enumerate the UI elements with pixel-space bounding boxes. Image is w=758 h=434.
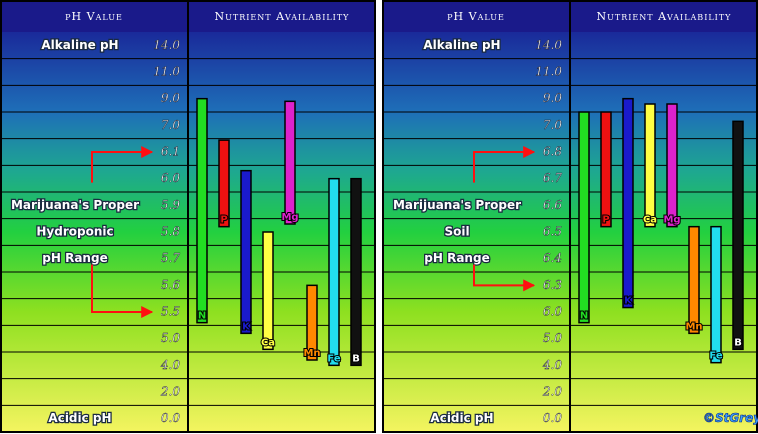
ph-label: 5.8 [161, 225, 180, 239]
header-right: Nutrient Availability [215, 10, 350, 23]
ph-label: 6.7 [543, 171, 562, 185]
nutrient-label: Mg [281, 212, 298, 223]
range-note: Marijuana's Proper [11, 198, 139, 212]
ph-label: 0.0 [161, 411, 180, 425]
range-arrow [91, 146, 154, 183]
ph-label: 6.5 [543, 225, 562, 239]
ph-label: 0.0 [543, 411, 562, 425]
ph-label: 5.9 [161, 198, 180, 212]
nutrient-label: B [352, 353, 360, 364]
nutrient-label: N [580, 311, 588, 322]
panel-border [0, 0, 376, 433]
nutrient-bar [284, 100, 296, 225]
ph-label: 11.0 [153, 65, 180, 79]
nutrient-label: N [198, 311, 206, 322]
nutrient-bar [350, 177, 362, 367]
range-note: pH Range [42, 251, 107, 265]
top-label: Alkaline pH [41, 38, 118, 52]
ph-label: 2.0 [542, 385, 562, 399]
ph-label: 11.0 [535, 65, 562, 79]
nutrient-bar [732, 120, 744, 351]
nutrient-bar [218, 139, 230, 228]
nutrient-label: K [242, 321, 251, 332]
panel-border [382, 0, 758, 433]
nutrient-label: Fe [709, 351, 722, 362]
nutrient-bar [666, 103, 678, 228]
nutrient-label: B [734, 337, 742, 348]
ph-label: 9.0 [161, 91, 180, 105]
ph-label: 5.7 [161, 251, 180, 265]
bottom-label: Acidic pH [48, 411, 111, 425]
range-arrow [473, 146, 536, 183]
nutrient-bar [262, 231, 274, 351]
ph-label: 4.0 [160, 358, 180, 372]
nutrient-label: Mn [685, 321, 702, 332]
top-label: Alkaline pH [423, 38, 500, 52]
ph-label: 5.0 [161, 331, 180, 345]
ph-label: 7.0 [543, 118, 562, 132]
nutrient-label: Ca [261, 337, 275, 348]
nutrient-label: K [624, 296, 633, 307]
ph-label: 4.0 [542, 358, 562, 372]
ph-label: 14.0 [535, 38, 562, 52]
range-note: pH Range [424, 251, 489, 265]
ph-label: 5.0 [543, 331, 562, 345]
ph-label: 6.0 [161, 171, 180, 185]
header-left: pH Value [447, 10, 505, 23]
ph-label: 6.6 [543, 198, 562, 212]
nutrient-label: Mn [303, 348, 320, 359]
nutrient-bar [240, 169, 252, 335]
ph-label: 6.0 [543, 305, 562, 319]
nutrient-label: Fe [327, 353, 340, 364]
range-arrow [473, 264, 536, 292]
signature: ©StGrey [703, 411, 758, 425]
nutrient-bar [196, 97, 208, 324]
nutrient-bar [622, 97, 634, 309]
nutrient-label: P [220, 215, 227, 226]
nutrient-bar [644, 103, 656, 228]
ph-label: 6.4 [543, 251, 562, 265]
nutrient-label: P [602, 215, 609, 226]
header-right: Nutrient Availability [597, 10, 732, 23]
range-note: Hydroponic [36, 225, 113, 239]
nutrient-bar [328, 177, 340, 367]
ph-label: 2.0 [160, 385, 180, 399]
ph-label: 14.0 [153, 38, 180, 52]
ph-label: 6.3 [543, 278, 562, 292]
range-note: Soil [444, 225, 469, 239]
ph-label: 6.8 [543, 145, 562, 159]
ph-label: 6.1 [161, 145, 180, 159]
nutrient-bar [688, 225, 700, 335]
range-arrow [91, 264, 154, 318]
ph-label: 5.5 [161, 305, 180, 319]
nutrient-bar [306, 284, 318, 361]
header-left: pH Value [65, 10, 123, 23]
nutrient-bar [600, 111, 612, 228]
nutrient-label: Mg [663, 215, 680, 226]
ph-label: 9.0 [543, 91, 562, 105]
range-note: Marijuana's Proper [393, 198, 521, 212]
nutrient-label: Ca [643, 215, 657, 226]
ph-label: 5.6 [161, 278, 180, 292]
bottom-label: Acidic pH [430, 411, 493, 425]
ph-label: 7.0 [161, 118, 180, 132]
nutrient-bar [710, 225, 722, 364]
nutrient-bar [578, 111, 590, 324]
